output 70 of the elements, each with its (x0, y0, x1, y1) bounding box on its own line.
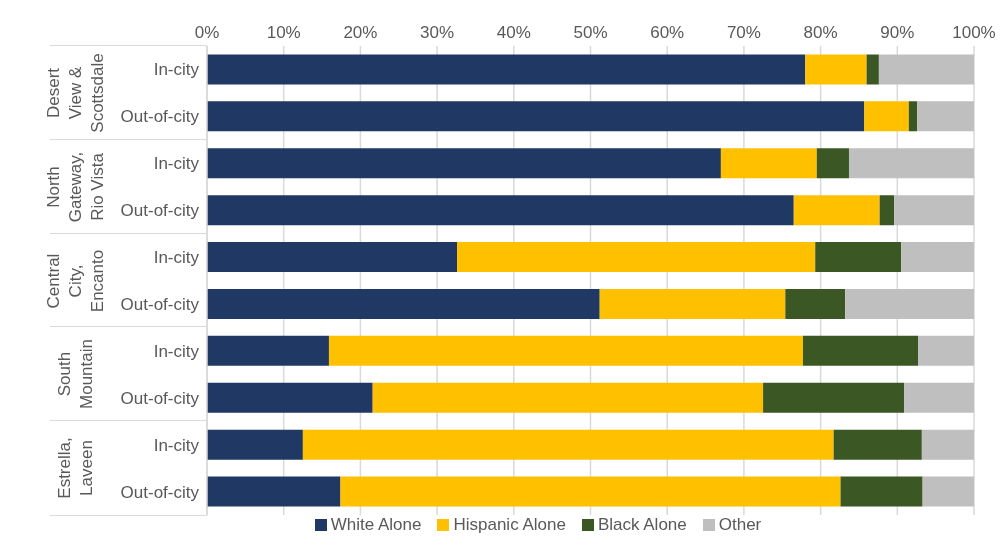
bar (922, 476, 974, 507)
bar (917, 101, 974, 132)
bar (866, 54, 879, 85)
bar (805, 54, 867, 85)
bar (207, 195, 794, 226)
bar (720, 148, 817, 179)
legend-label: Other (718, 515, 762, 535)
x-tick-label: 0% (194, 23, 220, 42)
bar (302, 429, 834, 460)
text: South Mountain (54, 338, 97, 412)
x-tick-label: 40% (496, 23, 531, 42)
text: Estrella, Laveen (54, 436, 97, 501)
bar (457, 242, 816, 273)
bar (901, 242, 974, 273)
bar (207, 476, 341, 507)
legend-label: Hispanic Alone (453, 515, 566, 535)
bar (894, 195, 974, 226)
bar (372, 382, 764, 413)
bar (207, 382, 373, 413)
text: Central City, Encanto (43, 248, 108, 314)
bar (921, 429, 974, 460)
text: Desert View & Scottsdale (43, 52, 108, 135)
bar (207, 429, 303, 460)
y-tick-label: Out-of-city (120, 201, 200, 221)
legend-label: Black Alone (597, 515, 687, 535)
x-tick-label: 50% (573, 23, 608, 42)
x-tick-label: 70% (726, 23, 761, 42)
bar (879, 195, 895, 226)
bar (815, 242, 902, 273)
bar (864, 101, 909, 132)
bar (904, 382, 974, 413)
bar (802, 335, 919, 366)
bar (793, 195, 880, 226)
bar (599, 288, 786, 319)
bar (207, 101, 865, 132)
bar (840, 476, 923, 507)
y-tick-label: Out-of-city (120, 388, 200, 408)
bar (207, 288, 600, 319)
text: North Gateway, Rio Vista (43, 150, 108, 224)
x-tick-label: 10% (266, 23, 301, 42)
bar (816, 148, 849, 179)
bar (207, 148, 721, 179)
bar (918, 335, 974, 366)
x-tick-label: 100% (952, 23, 996, 42)
bar (785, 288, 846, 319)
bar (878, 54, 974, 85)
x-tick-label: 60% (650, 23, 685, 42)
bar (207, 54, 806, 85)
bar (833, 429, 922, 460)
y-tick-label: In-city (153, 341, 200, 361)
x-tick-label: 20% (343, 23, 378, 42)
y-tick-label: Out-of-city (120, 482, 200, 502)
x-tick-label: 80% (803, 23, 838, 42)
bar (328, 335, 803, 366)
bar (908, 101, 918, 132)
y-tick-label: Out-of-city (120, 294, 200, 314)
y-tick-label: In-city (153, 435, 200, 455)
bar (340, 476, 841, 507)
bar (207, 242, 458, 273)
legend-label: White Alone (330, 515, 422, 535)
y-tick-label: In-city (153, 60, 200, 80)
bar (845, 288, 974, 319)
bar (763, 382, 905, 413)
x-tick-label: 30% (420, 23, 455, 42)
bar (848, 148, 974, 179)
y-tick-label: In-city (153, 248, 200, 268)
y-tick-label: Out-of-city (120, 107, 200, 127)
x-tick-label: 90% (880, 23, 915, 42)
bar (207, 335, 329, 366)
y-tick-label: In-city (153, 154, 200, 174)
